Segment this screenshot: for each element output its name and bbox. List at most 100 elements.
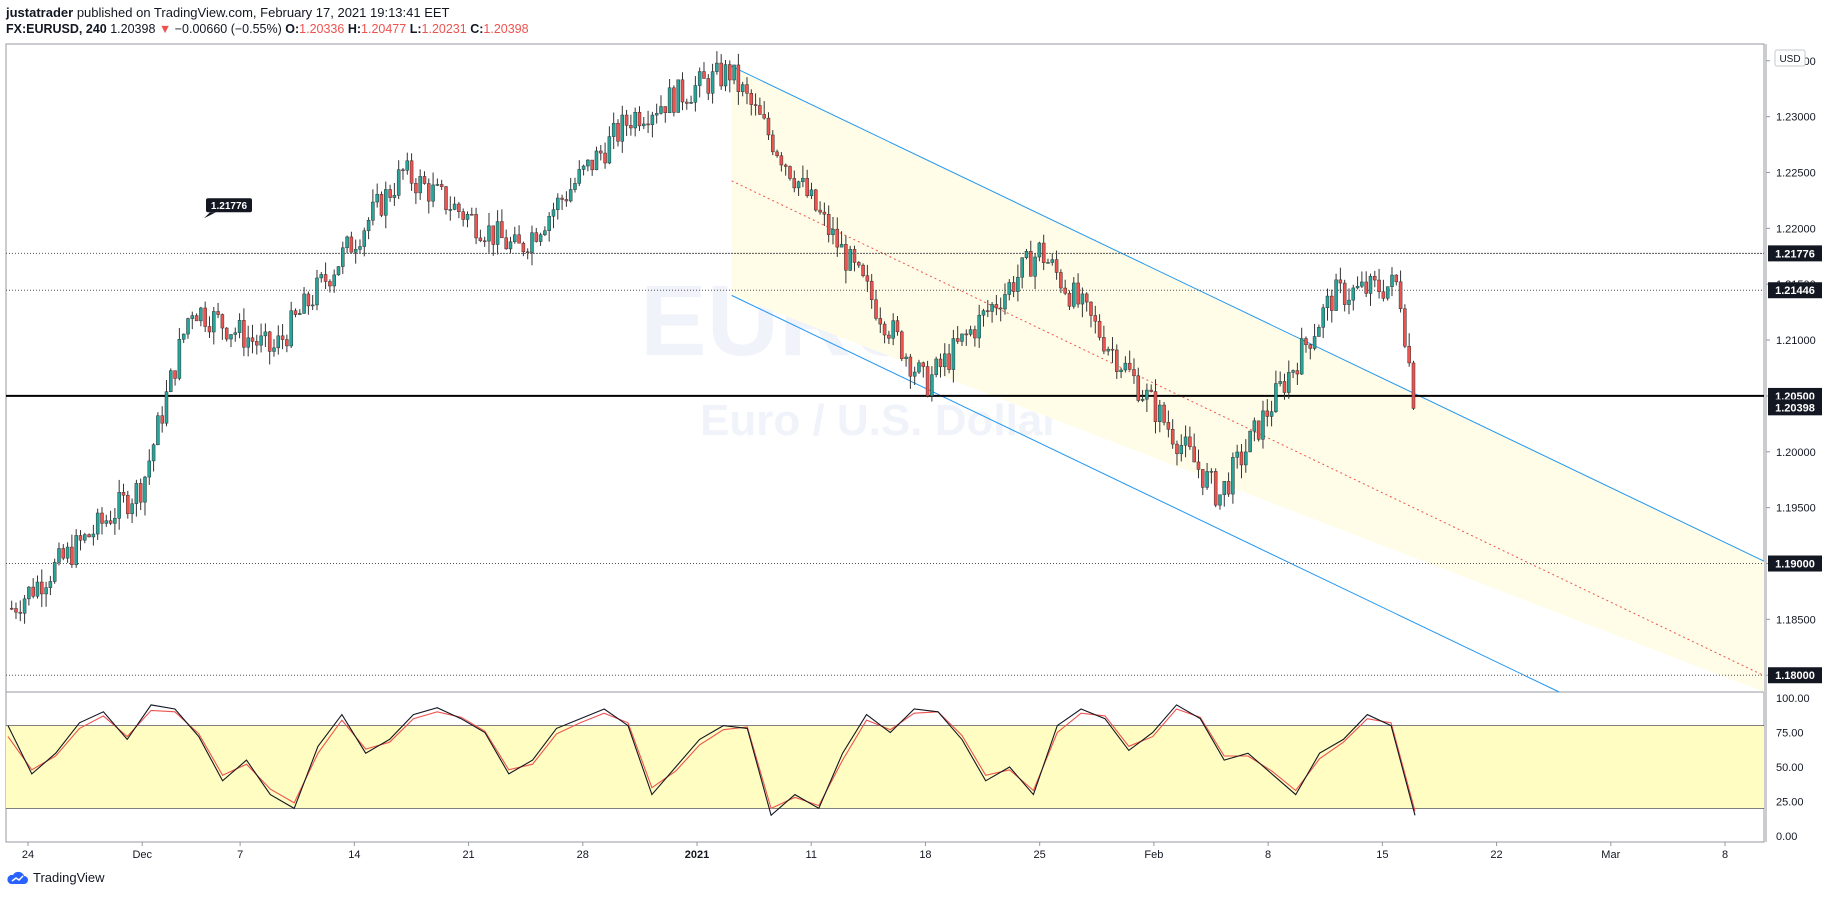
stochastic-axis-tick-label: 0.00 bbox=[1776, 831, 1797, 843]
candle-body bbox=[293, 310, 298, 315]
candle-body bbox=[1011, 282, 1016, 292]
candle-body bbox=[319, 274, 324, 279]
candle-body bbox=[341, 247, 345, 267]
candle-body bbox=[289, 310, 293, 347]
time-axis-tick-label: Dec bbox=[132, 849, 152, 861]
candle-body bbox=[1338, 279, 1343, 284]
candle-body bbox=[1033, 256, 1037, 277]
candle-body bbox=[1291, 370, 1295, 373]
candle-body bbox=[461, 211, 465, 220]
candle-body bbox=[1192, 446, 1196, 463]
candle-body bbox=[715, 62, 719, 72]
time-axis-tick-label: 25 bbox=[1034, 849, 1046, 861]
candle-body bbox=[1080, 293, 1085, 305]
candle-body bbox=[1355, 285, 1360, 289]
candle-body bbox=[573, 183, 577, 190]
candle-body bbox=[1149, 389, 1153, 392]
price-axis-tick-label: 1.21000 bbox=[1776, 335, 1816, 347]
candle-body bbox=[444, 186, 448, 210]
candle-body bbox=[1256, 420, 1261, 440]
candle-body bbox=[835, 228, 840, 248]
candle-body bbox=[164, 391, 169, 424]
candle-body bbox=[448, 209, 453, 211]
candle-body bbox=[1145, 389, 1149, 400]
price-axis-tick-label: 1.19500 bbox=[1776, 503, 1816, 515]
candle-body bbox=[1110, 348, 1115, 351]
candle-body bbox=[1054, 259, 1059, 273]
candle-body bbox=[844, 244, 848, 271]
candle-body bbox=[1132, 369, 1136, 377]
candle-body bbox=[1076, 282, 1080, 305]
candle-body bbox=[1093, 315, 1098, 322]
price-axis-tick-label: 1.18500 bbox=[1776, 614, 1816, 626]
candle-body bbox=[418, 176, 422, 194]
candle-body bbox=[577, 169, 582, 184]
time-axis-tick-label: 21 bbox=[462, 849, 474, 861]
candle-body bbox=[762, 114, 766, 119]
time-axis-tick-label: 18 bbox=[919, 849, 931, 861]
candle-body bbox=[796, 181, 801, 189]
candle-body bbox=[190, 315, 195, 319]
candle-body bbox=[1377, 279, 1381, 292]
author-name[interactable]: justatrader bbox=[6, 5, 74, 20]
candle-body bbox=[1381, 291, 1386, 299]
tradingview-logo[interactable]: TradingView bbox=[6, 870, 105, 885]
candle-body bbox=[1244, 451, 1248, 466]
candle-body bbox=[659, 106, 663, 114]
candle-body bbox=[108, 520, 113, 524]
candle-body bbox=[186, 318, 190, 335]
candle-body bbox=[680, 79, 685, 103]
candle-body bbox=[1201, 469, 1205, 488]
chart-header: justatrader published on TradingView.com… bbox=[6, 4, 529, 38]
candle-body bbox=[1007, 282, 1012, 295]
candle-body bbox=[366, 220, 371, 232]
candle-body bbox=[998, 307, 1003, 310]
candle-body bbox=[775, 151, 779, 157]
candle-body bbox=[1347, 299, 1351, 305]
stochastic-d-line bbox=[7, 708, 1416, 812]
candle-body bbox=[392, 195, 397, 198]
candle-body bbox=[586, 159, 590, 167]
candle-body bbox=[1312, 336, 1317, 349]
candle-body bbox=[1029, 251, 1033, 277]
candle-body bbox=[1304, 338, 1308, 345]
candle-body bbox=[409, 160, 414, 184]
candle-body bbox=[95, 512, 100, 535]
last-price: 1.20398 bbox=[110, 22, 156, 36]
candle-body bbox=[478, 237, 483, 242]
candle-body bbox=[384, 189, 388, 216]
candle-body bbox=[405, 160, 410, 171]
candle-body bbox=[1373, 276, 1377, 281]
candle-body bbox=[986, 310, 990, 312]
candle-body bbox=[414, 183, 418, 194]
candle-body bbox=[556, 197, 560, 210]
candle-body bbox=[18, 611, 23, 614]
candle-body bbox=[104, 520, 109, 524]
candle-body bbox=[917, 362, 921, 373]
candle-body bbox=[1037, 242, 1042, 258]
price-axis-tick-label: 1.23000 bbox=[1776, 112, 1816, 124]
time-axis-tick-label: Mar bbox=[1601, 849, 1620, 861]
candle-body bbox=[642, 123, 646, 127]
candle-body bbox=[904, 356, 908, 359]
candle-body bbox=[818, 209, 822, 213]
annotation-pointer bbox=[204, 212, 216, 219]
candle-body bbox=[1398, 281, 1403, 310]
candle-body bbox=[169, 370, 173, 392]
candle-body bbox=[1119, 369, 1123, 372]
price-label-text: 1.18000 bbox=[1775, 670, 1815, 682]
candle-body bbox=[590, 159, 594, 171]
candle-body bbox=[809, 189, 814, 197]
channel-mid-line bbox=[731, 180, 1765, 677]
candle-body bbox=[994, 304, 999, 309]
candle-body bbox=[1218, 494, 1222, 506]
candle-body bbox=[259, 335, 263, 346]
candle-body bbox=[874, 299, 878, 319]
candle-body bbox=[224, 327, 229, 340]
candle-body bbox=[487, 225, 491, 242]
price-label-badge bbox=[1768, 399, 1822, 416]
candle-body bbox=[280, 335, 285, 340]
candle-body bbox=[427, 183, 431, 202]
candle-body bbox=[1334, 279, 1338, 311]
